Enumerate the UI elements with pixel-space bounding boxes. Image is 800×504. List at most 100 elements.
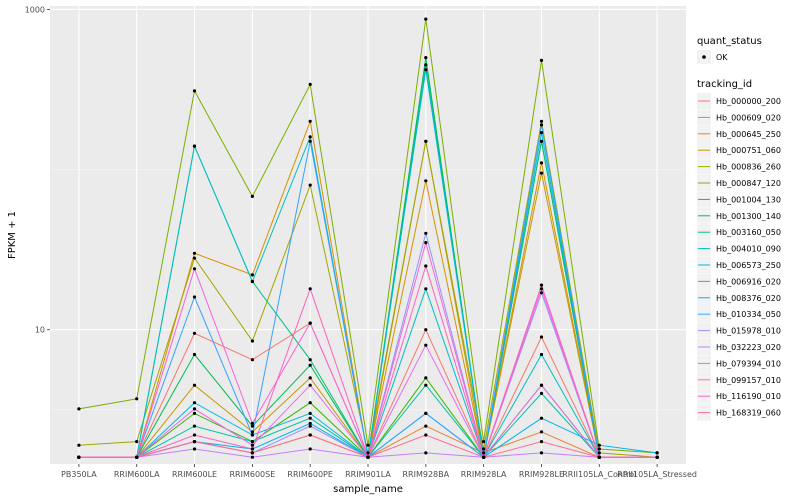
data-point	[424, 383, 428, 387]
data-point	[539, 131, 544, 135]
x-tick-label: RRIM600LE	[172, 470, 217, 479]
data-point	[308, 363, 312, 367]
data-point	[424, 287, 428, 291]
data-point	[424, 179, 428, 183]
data-point	[539, 123, 544, 127]
x-tick-label: RRII105LA_Control	[562, 470, 636, 479]
data-point	[366, 455, 370, 459]
data-point	[424, 411, 428, 415]
data-point	[424, 433, 428, 437]
x-tick-label: RRIM600LA	[114, 470, 160, 479]
data-point	[308, 321, 312, 325]
legend-label-tracking-id: Hb_000645_250	[716, 130, 781, 139]
data-point	[539, 291, 544, 295]
legend-tracking-id-entries: Hb_000000_200 Hb_000609_020 Hb_000645_250 H…	[697, 93, 781, 421]
legend-label-tracking-id: Hb_000836_260	[716, 163, 781, 172]
legend-label-tracking-id: Hb_008376_020	[716, 294, 781, 303]
x-tick-label: RRIM928LA	[461, 470, 507, 479]
data-point	[250, 358, 254, 362]
x-tick-label: RRIM901LA	[345, 470, 391, 479]
data-point	[250, 194, 254, 198]
data-point	[308, 433, 312, 437]
legend-label-tracking-id: Hb_001300_140	[716, 212, 781, 221]
data-point	[539, 430, 544, 434]
data-point	[482, 455, 486, 459]
data-point	[250, 447, 254, 451]
data-point	[250, 430, 254, 434]
legend-label-tracking-id: Hb_000609_020	[716, 113, 781, 122]
data-point	[192, 447, 197, 451]
legend: quant_status OK tracking_id Hb_000000_20…	[697, 36, 781, 421]
data-point	[308, 82, 312, 86]
data-points	[77, 17, 659, 459]
data-point	[424, 17, 428, 21]
data-point	[192, 352, 197, 357]
legend-label-tracking-id: Hb_000000_200	[716, 97, 781, 106]
legend-quant-status-entries: OK	[697, 50, 728, 64]
data-point	[192, 433, 197, 437]
data-point	[655, 451, 659, 455]
data-point	[424, 424, 428, 428]
legend-label-tracking-id: Hb_000751_060	[716, 146, 781, 155]
legend-label-tracking-id: Hb_010334_050	[716, 310, 781, 319]
data-point	[192, 331, 197, 335]
data-point	[366, 451, 370, 455]
legend-label-tracking-id: Hb_116190_010	[716, 392, 781, 401]
data-point	[308, 421, 312, 425]
data-point	[250, 279, 254, 284]
data-point	[192, 295, 197, 299]
data-point	[424, 264, 428, 268]
data-point	[135, 455, 139, 459]
legend-label-tracking-id: Hb_099157_010	[716, 376, 781, 385]
data-point	[482, 451, 486, 455]
data-point	[539, 352, 544, 357]
data-point	[366, 443, 370, 447]
x-tick-label: PB350LA	[61, 470, 97, 479]
y-axis: 10 1000	[25, 5, 50, 335]
legend-label-quant-status: OK	[716, 53, 728, 62]
data-point	[308, 358, 312, 362]
data-point	[308, 401, 312, 405]
data-point	[192, 144, 197, 148]
data-point	[597, 455, 601, 459]
data-point	[77, 407, 81, 411]
data-point	[250, 339, 254, 343]
data-point	[539, 335, 544, 339]
data-point	[308, 119, 312, 123]
data-point	[308, 376, 312, 380]
data-point	[135, 397, 139, 401]
data-point	[597, 443, 601, 447]
data-point	[539, 171, 544, 175]
data-point	[192, 411, 197, 415]
data-point	[424, 231, 428, 235]
x-tick-label: RRIM928BA	[403, 470, 450, 479]
legend-label-tracking-id: Hb_168319_060	[716, 409, 781, 418]
data-point	[655, 455, 659, 459]
data-point	[250, 455, 254, 459]
data-point	[77, 443, 81, 447]
data-point	[424, 63, 428, 67]
data-point	[308, 383, 312, 387]
data-point	[192, 251, 197, 255]
data-point	[250, 443, 254, 447]
data-point	[482, 447, 486, 451]
data-point	[308, 416, 312, 420]
data-point	[424, 451, 428, 455]
legend-label-tracking-id: Hb_079394_010	[716, 359, 781, 368]
data-point	[308, 424, 312, 428]
legend-label-tracking-id: Hb_006916_020	[716, 277, 781, 286]
data-point	[192, 424, 197, 428]
data-point	[539, 451, 544, 455]
data-point	[308, 447, 312, 451]
data-point	[250, 451, 254, 455]
legend-label-tracking-id: Hb_001004_130	[716, 195, 781, 204]
data-point	[308, 135, 312, 139]
data-point	[192, 407, 197, 411]
data-point	[424, 328, 428, 332]
x-tick-label: RRII105LA_Stressed	[617, 470, 697, 479]
data-point	[250, 440, 254, 444]
data-point	[135, 440, 139, 444]
data-point	[482, 440, 486, 444]
data-point	[539, 391, 544, 395]
data-point	[250, 433, 254, 437]
